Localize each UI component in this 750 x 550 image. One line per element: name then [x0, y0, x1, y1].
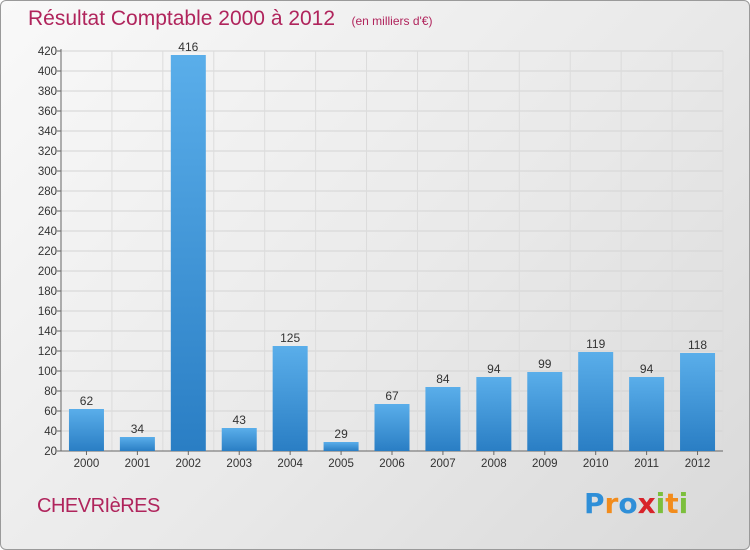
chart-title: Résultat Comptable 2000 à 2012: [28, 7, 336, 30]
proxiti-logo: Proxiti: [584, 487, 688, 520]
data-label: 62: [80, 394, 94, 408]
y-tick-label: 420: [38, 46, 57, 58]
x-tick-label: 2011: [634, 458, 659, 470]
x-tick-label: 2005: [328, 458, 354, 470]
y-tick-label: 220: [38, 246, 57, 258]
y-tick-label: 180: [38, 286, 57, 298]
y-tick-label: 120: [38, 346, 57, 358]
bar-2007: [425, 387, 461, 451]
x-tick-label: 2003: [226, 458, 252, 470]
data-label: 94: [487, 362, 501, 376]
data-label: 416: [178, 40, 198, 54]
x-tick-label: 2007: [430, 458, 456, 470]
y-tick-label: 60: [44, 406, 57, 418]
x-tick-label: 2002: [176, 458, 202, 470]
data-label: 94: [640, 362, 654, 376]
bars: [68, 55, 716, 451]
y-tick-label: 380: [38, 86, 57, 98]
logo-letter: x: [637, 487, 656, 520]
data-label: 67: [385, 389, 399, 403]
bar-2005: [323, 442, 359, 451]
labels: 20 40 60 80 100 120 140 160 180 200 220 240 260 280 30…: [38, 40, 711, 470]
logo-letter: t: [665, 487, 679, 520]
bar-2003: [221, 428, 257, 451]
y-tick-label: 260: [38, 206, 57, 218]
x-tick-label: 2001: [125, 458, 151, 470]
y-tick-label: 320: [38, 146, 57, 158]
y-tick-label: 40: [44, 426, 57, 438]
y-tick-label: 160: [38, 306, 57, 318]
bar-2002: [170, 55, 206, 451]
data-label: 119: [586, 337, 605, 351]
chart-subtitle: (en milliers d'€): [351, 14, 433, 28]
data-label: 84: [436, 372, 450, 386]
bar-2009: [527, 372, 563, 451]
y-tick-label: 340: [38, 126, 57, 138]
y-tick-label: 280: [38, 186, 57, 198]
x-tick-label: 2010: [583, 458, 609, 470]
y-tick-label: 360: [38, 106, 57, 118]
bar-2011: [629, 377, 665, 451]
place-name: CHEVRIèRES: [37, 495, 160, 517]
y-tick-label: 240: [38, 226, 57, 238]
y-tick-label: 300: [38, 166, 57, 178]
x-tick-label: 2000: [74, 458, 100, 470]
data-label: 99: [538, 357, 552, 371]
y-tick-label: 400: [38, 66, 57, 78]
data-label: 118: [688, 338, 707, 352]
y-tick-label: 80: [44, 386, 57, 398]
x-tick-label: 2006: [379, 458, 405, 470]
y-tick-label: 140: [38, 326, 57, 338]
x-tick-label: 2008: [481, 458, 507, 470]
y-tick-label: 100: [38, 366, 57, 378]
bar-2000: [68, 409, 104, 451]
data-label: 43: [233, 413, 247, 427]
data-label: 125: [280, 331, 300, 345]
x-tick-label: 2004: [277, 458, 303, 470]
data-label: 29: [334, 427, 348, 441]
bar-2008: [476, 377, 512, 451]
bar-2012: [680, 353, 716, 451]
bar-2004: [272, 346, 308, 451]
bar-2006: [374, 404, 410, 451]
y-tick-label: 200: [38, 266, 57, 278]
title-row: Résultat Comptable 2000 à 2012 (en milli…: [28, 7, 432, 31]
x-tick-label: 2012: [685, 458, 711, 470]
logo-letter: P: [584, 487, 605, 520]
logo-letter: o: [618, 487, 638, 520]
bar-2010: [578, 352, 614, 451]
logo-letter: i: [655, 487, 666, 520]
logo-letter: r: [604, 487, 619, 520]
logo-letter: i: [678, 487, 689, 520]
y-tick-label: 20: [44, 446, 57, 458]
x-tick-label: 2009: [532, 458, 558, 470]
data-label: 34: [131, 422, 145, 436]
bar-2001: [119, 437, 155, 451]
